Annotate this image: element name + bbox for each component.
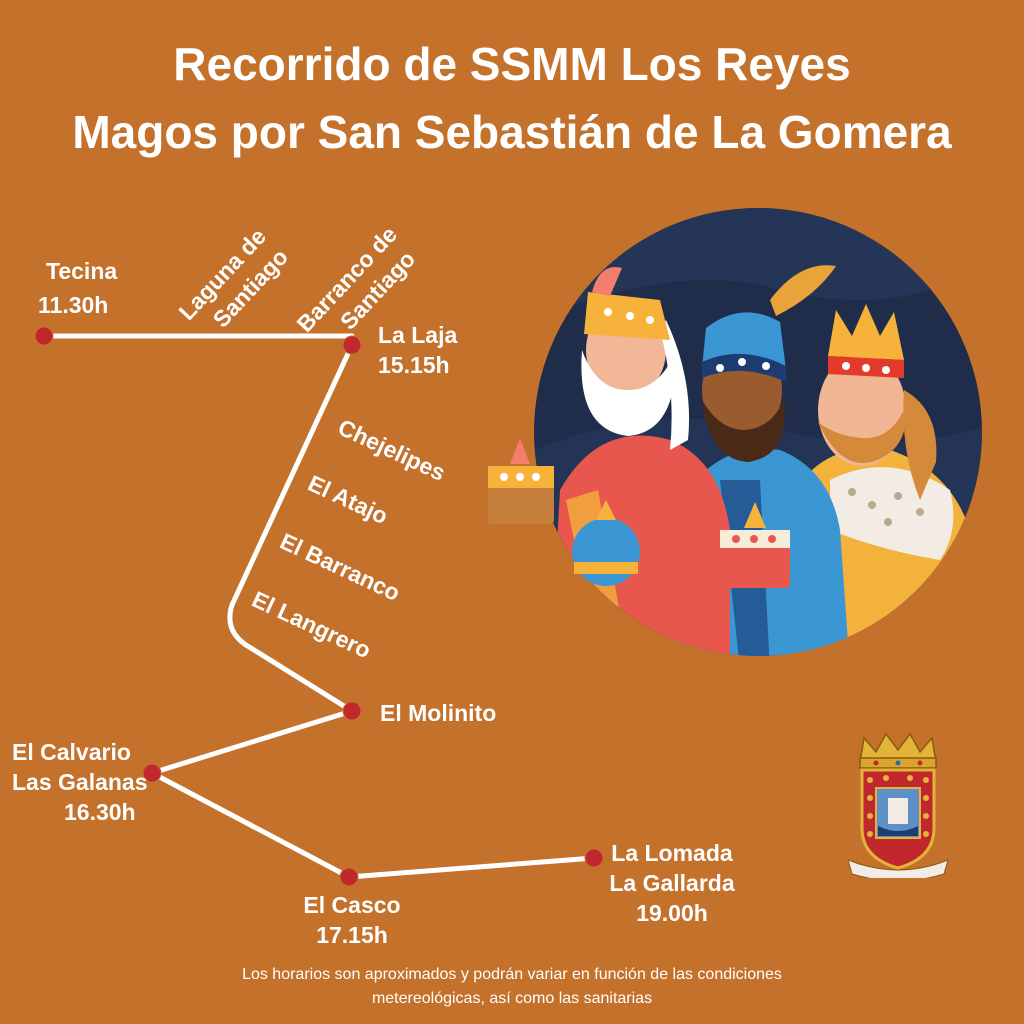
stop-time: 11.30h <box>38 292 109 318</box>
stop-dot-tecina <box>34 326 54 346</box>
stop-label-el-calvario: El Calvario Las Galanas 16.30h <box>12 737 148 827</box>
title-line-2: Magos por San Sebastián de La Gomera <box>72 106 952 158</box>
title-line-1: Recorrido de SSMM Los Reyes <box>173 38 851 90</box>
coat-of-arms-icon <box>847 732 949 878</box>
stop-label-tecina: Tecina <box>46 256 117 286</box>
stop-name: El Casco <box>303 892 401 918</box>
stop-name-line-1: La Lomada <box>611 840 733 866</box>
stop-time: 19.00h <box>636 900 708 926</box>
route-segment-calvario-casco <box>149 770 352 880</box>
stop-name: La Laja <box>378 322 458 348</box>
disclaimer-line-2: metereológicas, así como las sanitarias <box>371 990 653 1007</box>
stop-name-line-2: La Gallarda <box>609 870 735 896</box>
stop-time-tecina: 11.30h <box>38 290 108 320</box>
stop-time: 15.15h <box>378 352 450 378</box>
stop-dot-la-lomada <box>584 848 604 868</box>
stop-label-la-lomada: La Lomada La Gallarda 19.00h <box>604 838 740 928</box>
disclaimer-line-1: Los horarios son aproximados y podrán va… <box>242 966 782 983</box>
stop-label-el-molinito: El Molinito <box>380 698 496 728</box>
stop-dot-el-casco <box>339 867 359 887</box>
stop-label-la-laja: La Laja 15.15h <box>378 320 457 380</box>
stop-time: 17.15h <box>316 922 388 948</box>
stop-name: El Molinito <box>380 700 497 726</box>
route-segment-casco-lomada <box>346 855 597 880</box>
stop-label-el-casco: El Casco 17.15h <box>300 890 404 950</box>
stop-dot-la-laja <box>342 335 362 355</box>
stop-dot-el-calvario <box>142 763 162 783</box>
stop-name: Tecina <box>46 258 118 284</box>
stop-name-line-2: Las Galanas <box>12 769 148 795</box>
route-segment-molinito-calvario <box>149 708 355 776</box>
three-kings-illustration <box>488 208 982 656</box>
stop-name-line-1: El Calvario <box>12 739 131 765</box>
route-segment-lalaja-molinito <box>227 342 355 714</box>
stop-dot-el-molinito <box>342 701 362 721</box>
stop-time: 16.30h <box>64 799 136 825</box>
